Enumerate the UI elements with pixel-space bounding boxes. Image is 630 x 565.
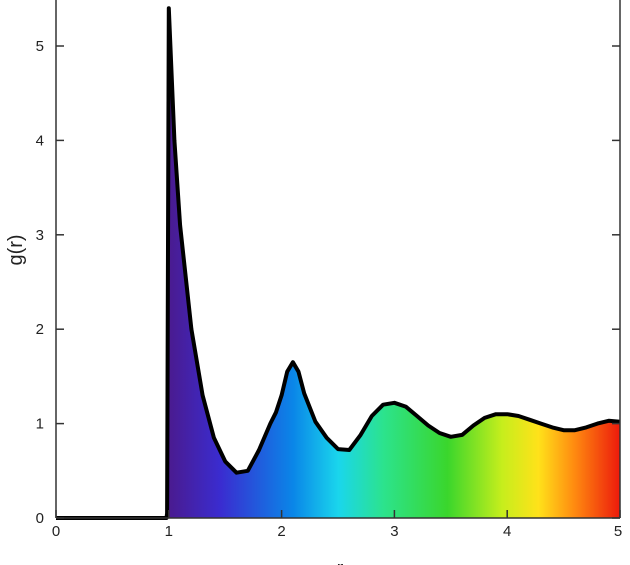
x-tick-label: 1 (165, 523, 173, 540)
y-tick-group: 0 1 2 3 4 5 (36, 38, 620, 527)
x-axis-label: r (337, 558, 344, 565)
x-tick-label: 4 (503, 523, 511, 540)
y-axis-label: g(r) (5, 234, 27, 265)
rdf-area-fill (168, 8, 621, 518)
x-tick-group: 0 1 2 3 4 5 (52, 510, 622, 540)
x-tick-label: 5 (614, 523, 622, 540)
y-tick-label: 5 (36, 38, 44, 55)
y-tick-label: 3 (36, 227, 44, 244)
x-tick-label: 2 (277, 523, 285, 540)
plot-frame (55, 0, 621, 519)
y-tick-label: 0 (36, 510, 44, 527)
x-tick-label: 0 (52, 523, 60, 540)
y-tick-label: 2 (36, 321, 44, 338)
y-tick-label: 1 (36, 416, 44, 433)
rdf-curve-line (56, 6, 621, 520)
x-tick-label: 3 (390, 523, 398, 540)
y-tick-label: 4 (36, 132, 44, 149)
